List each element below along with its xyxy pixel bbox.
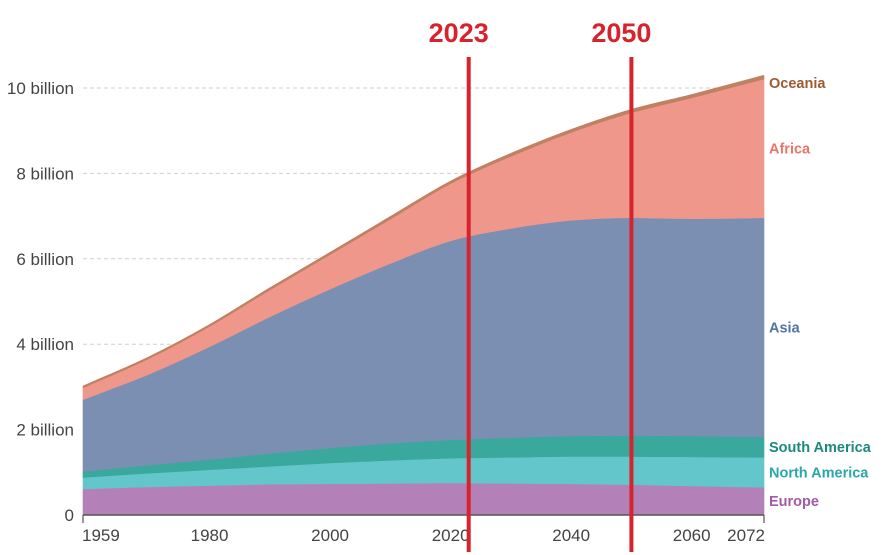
y-tick-label-0: 0 bbox=[65, 506, 74, 525]
x-tick-label-1959: 1959 bbox=[82, 526, 120, 545]
series-label-oceania: Oceania bbox=[769, 76, 826, 92]
y-tick-label-8: 8 billion bbox=[16, 164, 74, 183]
marker-label-2023: 2023 bbox=[429, 18, 489, 48]
x-tick-label-2020: 2020 bbox=[432, 526, 470, 545]
x-tick-label-2072: 2072 bbox=[727, 526, 765, 545]
series-label-europe: Europe bbox=[769, 494, 819, 510]
series-label-south-america: South America bbox=[769, 440, 872, 456]
series-label-asia: Asia bbox=[769, 320, 801, 336]
y-tick-label-10: 10 billion bbox=[7, 79, 74, 98]
x-tick-label-2000: 2000 bbox=[311, 526, 349, 545]
x-tick-label-2060: 2060 bbox=[673, 526, 711, 545]
x-tick-label-2040: 2040 bbox=[552, 526, 590, 545]
y-tick-label-4: 4 billion bbox=[16, 335, 74, 354]
marker-label-2050: 2050 bbox=[591, 18, 651, 48]
area-europe bbox=[82, 482, 765, 516]
axes: 0 2 billion 4 billion 6 billion 8 billion 10 … bbox=[7, 79, 765, 545]
area-series bbox=[82, 74, 765, 516]
y-tick-label-6: 6 billion bbox=[16, 250, 74, 269]
series-label-north-america: North America bbox=[769, 465, 869, 481]
x-tick-label-1980: 1980 bbox=[191, 526, 229, 545]
y-tick-label-2: 2 billion bbox=[16, 421, 74, 440]
series-labels: Europe North America South America Asia Afri… bbox=[769, 76, 872, 510]
year-markers: 2023 2050 bbox=[429, 18, 651, 552]
series-label-africa: Africa bbox=[769, 141, 811, 157]
